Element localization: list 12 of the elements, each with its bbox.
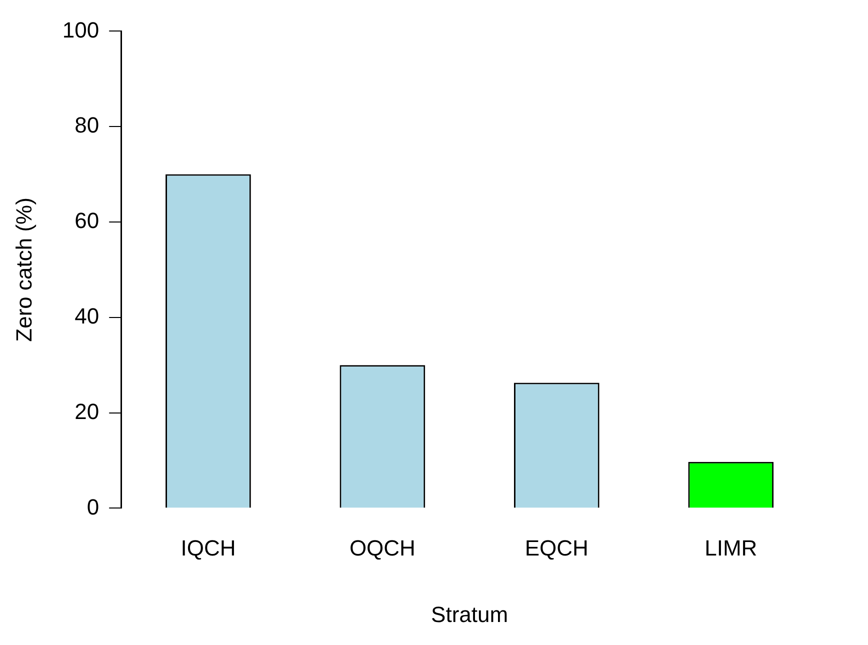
y-axis-title: Zero catch (%) xyxy=(11,198,36,342)
x-tick-label: IQCH xyxy=(180,535,236,560)
y-tick-label: 80 xyxy=(74,112,100,138)
x-tick-label: LIMR xyxy=(704,535,758,560)
x-tick-label: EQCH xyxy=(524,535,588,560)
x-axis-title: Stratum xyxy=(431,602,508,627)
y-tick-label: 0 xyxy=(86,494,100,520)
y-tick-label: 40 xyxy=(74,303,100,328)
x-tick-label: OQCH xyxy=(349,535,416,560)
y-tick-label: 60 xyxy=(74,208,100,234)
y-tick-label: 100 xyxy=(62,17,100,42)
y-tick-label: 20 xyxy=(74,398,100,424)
